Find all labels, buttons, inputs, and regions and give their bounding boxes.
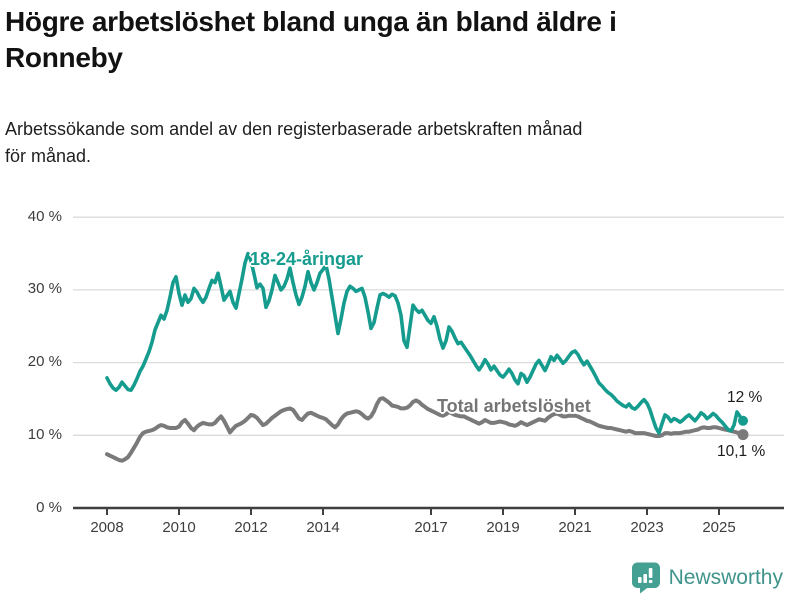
- page-title: Högre arbetslöshet bland unga än bland ä…: [5, 6, 617, 73]
- brand-name: Newsworthy: [668, 566, 783, 589]
- x-tick-label: 2017: [414, 519, 448, 536]
- x-tick-label: 2012: [234, 519, 268, 536]
- newsworthy-logo-icon: [631, 562, 661, 594]
- x-tick-label: 2023: [630, 519, 664, 536]
- y-tick-label: 30 %: [27, 280, 62, 298]
- series-end-dot-total: [737, 429, 749, 441]
- chart-subtitle: Arbetssökande som andel av den registerb…: [5, 119, 583, 166]
- y-tick-label: 0 %: [36, 498, 62, 516]
- series-line-total: [105, 396, 745, 463]
- x-tick-label: 2014: [306, 519, 340, 536]
- gridlines: [73, 216, 784, 436]
- end-value-label-total: 10,1 %: [717, 443, 766, 460]
- series-label-total: Total arbetslöshet: [437, 396, 591, 416]
- end-value-label-young: 12 %: [727, 389, 763, 406]
- x-tick-label: 2019: [486, 519, 520, 536]
- series-end-dot-young: [738, 415, 748, 426]
- y-tick-label: 20 %: [27, 353, 62, 371]
- x-tick-label: 2008: [90, 519, 124, 536]
- y-tick-label: 10 %: [27, 425, 62, 443]
- newsworthy-branding: Newsworthy: [631, 562, 783, 594]
- series-layer: [105, 251, 749, 463]
- x-axis: [73, 506, 784, 515]
- x-tick-label: 2010: [162, 519, 196, 536]
- x-tick-label: 2025: [702, 519, 736, 536]
- series-line-young: [105, 251, 745, 435]
- series-label-young: 18-24-åringar: [250, 249, 364, 269]
- y-tick-label: 40 %: [27, 207, 62, 225]
- x-tick-label: 2021: [558, 519, 592, 536]
